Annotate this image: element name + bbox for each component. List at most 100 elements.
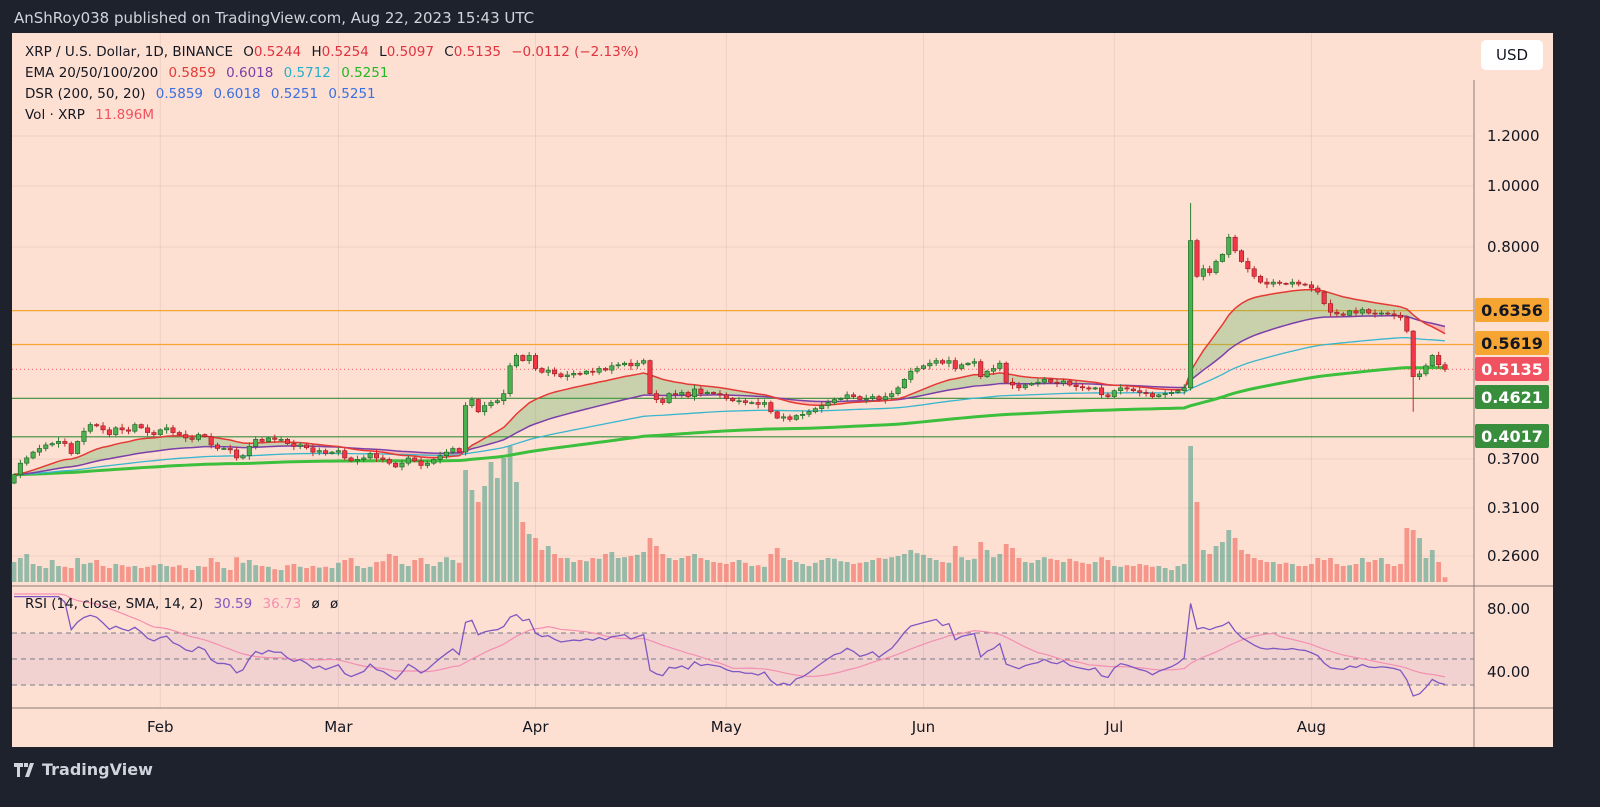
price-tick: 0.2600 (1487, 547, 1540, 565)
volume-bar (1328, 558, 1333, 582)
volume-bar (1181, 564, 1187, 582)
candle (431, 459, 437, 464)
volume-bar (437, 562, 443, 582)
candle (1321, 291, 1327, 304)
ema-cloud-segment (726, 388, 733, 396)
ema-cloud-segment (719, 387, 727, 396)
candle (348, 457, 354, 462)
candle (234, 449, 240, 459)
candle (265, 437, 271, 442)
candle (195, 434, 201, 440)
volume-bar (876, 558, 882, 582)
ema-cloud-segment (166, 435, 173, 450)
ema-cloud-segment (115, 442, 123, 458)
volume-label: Vol · XRP (25, 107, 85, 123)
volume-bar (316, 567, 322, 582)
candle (450, 448, 456, 453)
volume-bar (609, 552, 615, 582)
volume-bar (164, 566, 170, 582)
volume-value: 11.896M (95, 107, 155, 123)
volume-bar (552, 554, 557, 582)
candle (882, 396, 888, 400)
ema-cloud-segment (1292, 290, 1299, 324)
candle (1207, 268, 1213, 273)
candle (513, 355, 519, 367)
candle (1372, 312, 1378, 315)
candle (590, 370, 596, 373)
high-label: H (311, 44, 322, 60)
ema-cloud-segment (1012, 374, 1019, 384)
candle (240, 455, 246, 459)
volume-bar (189, 570, 195, 582)
candle (36, 448, 42, 453)
volume-bar (463, 470, 468, 582)
volume-bar (1162, 568, 1168, 582)
ema-cloud-segment (122, 441, 129, 457)
candle (1200, 268, 1206, 277)
candle (1283, 283, 1289, 285)
volume-bar (259, 566, 265, 582)
volume-bar (253, 565, 259, 582)
candle (424, 462, 430, 466)
volume-bar (456, 562, 462, 582)
volume-bar (1213, 546, 1219, 582)
candle (75, 441, 81, 454)
volume-bar (857, 562, 863, 582)
ema-cloud-segment (936, 381, 943, 393)
volume-bar (145, 566, 150, 582)
close-label: C (444, 44, 454, 60)
candle (755, 402, 761, 405)
candle (628, 362, 634, 367)
candle (819, 405, 825, 409)
dsr-legend[interactable]: DSR (200, 50, 20) 0.5859 0.6018 0.5251 0… (25, 86, 382, 102)
ema-cloud-segment (1247, 297, 1255, 339)
tradingview-logo[interactable]: TradingView (14, 760, 153, 779)
volume-bar (844, 562, 850, 582)
candle (94, 424, 100, 427)
ema-cloud-segment (274, 441, 282, 447)
candle (959, 364, 965, 369)
candle (908, 370, 914, 380)
volume-bar (399, 564, 405, 582)
volume-bar (119, 565, 125, 582)
volume-bar (743, 562, 748, 582)
candle (1251, 268, 1257, 277)
currency-button[interactable]: USD (1481, 40, 1543, 70)
candle (1258, 276, 1264, 283)
volume-bar (762, 566, 767, 582)
volume-bar (1398, 564, 1403, 582)
candle (215, 444, 221, 449)
candle (1130, 388, 1136, 392)
volume-legend[interactable]: Vol · XRP 11.896M (25, 107, 160, 123)
ema-cloud-segment (268, 442, 275, 447)
last-price-badge: 0.5135 (1475, 357, 1549, 381)
candle (978, 361, 984, 377)
volume-bar (1359, 558, 1365, 582)
rsi-legend[interactable]: RSI (14, close, SMA, 14, 2) 30.59 36.73 … (25, 596, 344, 612)
volume-bar (348, 558, 354, 582)
volume-bar (94, 560, 100, 582)
ema-cloud-segment (522, 402, 530, 430)
candle (704, 392, 710, 394)
volume-bar (291, 564, 297, 582)
candle (272, 437, 278, 440)
ema-cloud-segment (573, 386, 581, 413)
ema-cloud-segment (815, 401, 822, 406)
volume-bar (851, 564, 856, 582)
candle (1016, 384, 1022, 389)
volume-bar (246, 560, 252, 582)
ema-cloud-segment (1438, 324, 1445, 334)
chart-frame[interactable] (12, 33, 1553, 747)
volume-bar (1232, 538, 1238, 582)
candle (157, 429, 163, 435)
candle (679, 392, 685, 396)
candle (1385, 312, 1391, 315)
ema-cloud-segment (1222, 315, 1229, 356)
ema-cloud-segment (1241, 299, 1248, 342)
ema-legend[interactable]: EMA 20/50/100/200 0.5859 0.6018 0.5712 0… (25, 65, 394, 81)
candle (405, 457, 411, 464)
volume-bar (176, 565, 182, 582)
close-value: 0.5135 (453, 44, 501, 60)
candle (43, 444, 49, 449)
